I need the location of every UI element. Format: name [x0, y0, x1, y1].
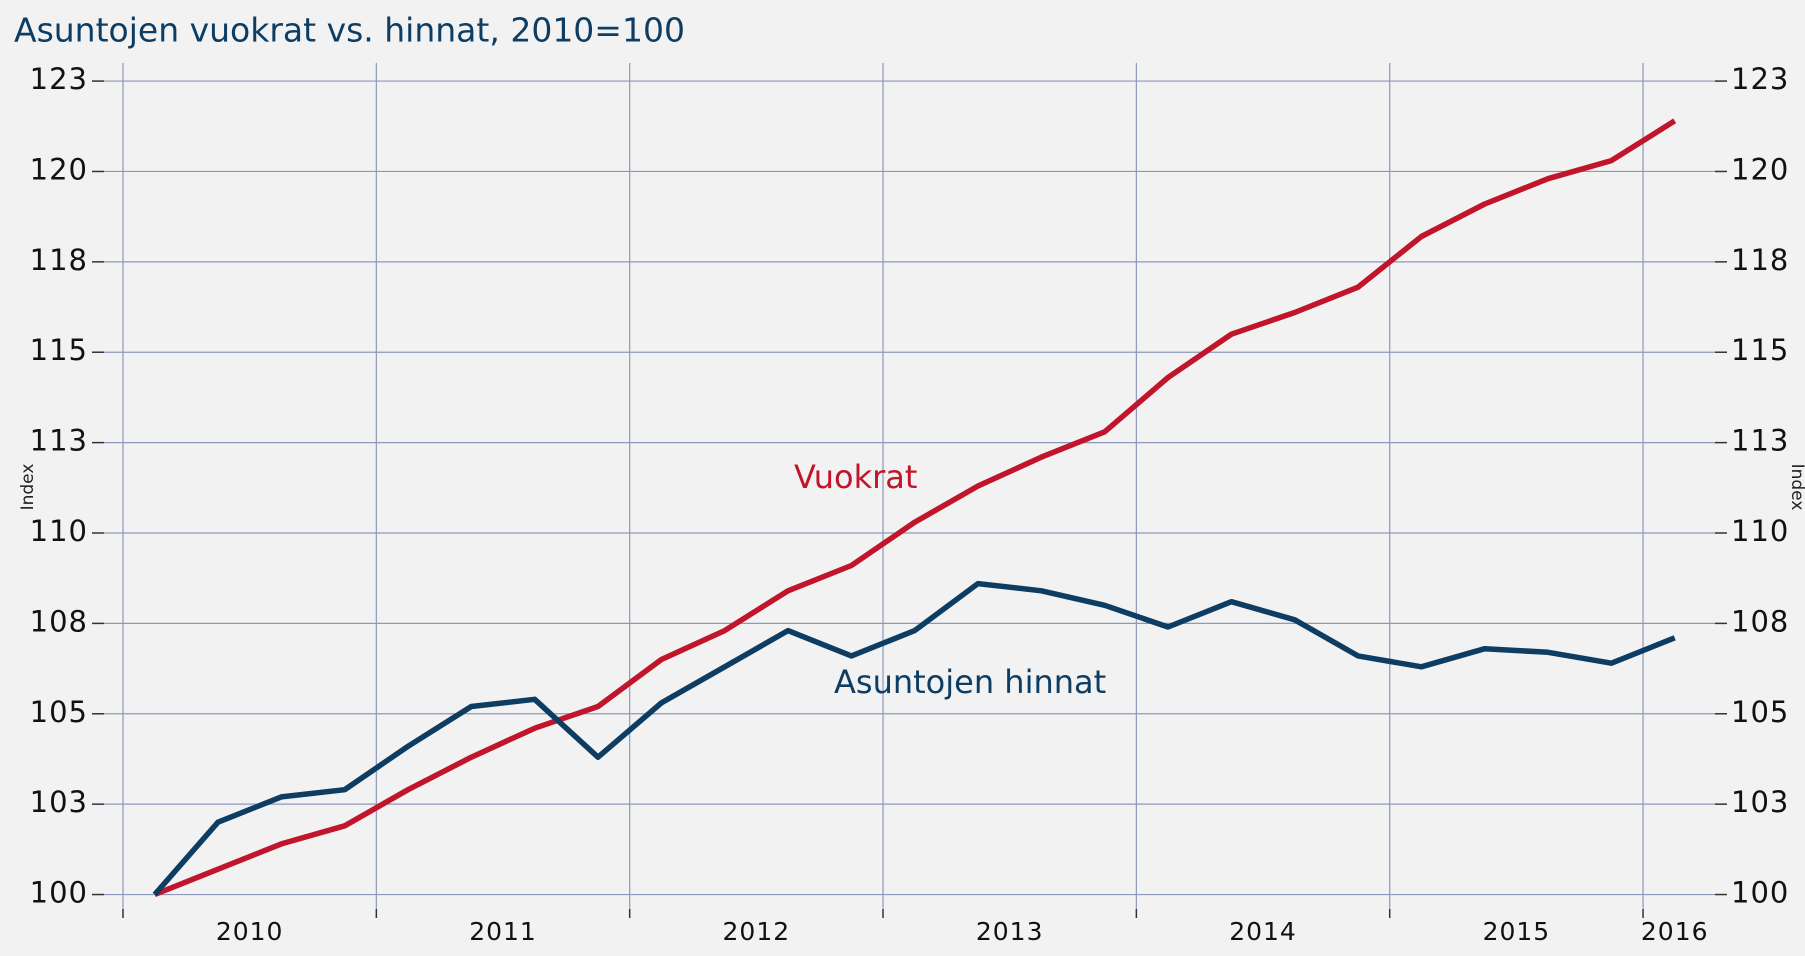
x-tick-label: 2016: [1641, 917, 1709, 946]
y2-tick-label: 123: [1731, 62, 1789, 96]
y-tick-label: 103: [30, 785, 88, 819]
x-tick-label: 2010: [216, 917, 284, 946]
y2-tick-label: 118: [1731, 243, 1789, 277]
y2-tick-label: 103: [1731, 785, 1789, 819]
y-tick-label: 100: [30, 876, 88, 910]
chart-title: Asuntojen vuokrat vs. hinnat, 2010=100: [14, 11, 685, 50]
series-label: Vuokrat: [794, 458, 917, 496]
y-tick-label: 118: [30, 243, 88, 277]
y-tick-label: 105: [30, 695, 88, 729]
y2-tick-label: 110: [1731, 514, 1789, 548]
x-tick-label: 2011: [469, 917, 537, 946]
x-tick-label: 2014: [1229, 917, 1297, 946]
y2-tick-label: 100: [1731, 876, 1789, 910]
series-label: Asuntojen hinnat: [834, 663, 1106, 701]
line-series: [153, 118, 1677, 898]
line-series: [152, 580, 1676, 897]
y-tick-label: 108: [30, 604, 88, 638]
y-tick-label: 115: [30, 333, 88, 367]
y2-tick-label: 105: [1731, 695, 1789, 729]
x-tick-label: 2015: [1483, 917, 1551, 946]
x-tick-label: 2013: [976, 917, 1044, 946]
y2-tick-label: 120: [1731, 152, 1789, 186]
y-tick-label: 113: [30, 424, 88, 458]
y-tick-label: 120: [30, 152, 88, 186]
y-tick-label: 110: [30, 514, 88, 548]
x-tick-label: 2012: [723, 917, 791, 946]
y2-tick-label: 113: [1731, 424, 1789, 458]
y2-tick-label: 108: [1731, 604, 1789, 638]
y-axis-label: Index: [18, 464, 38, 511]
y2-axis-label: Index: [1787, 464, 1805, 511]
y-tick-label: 123: [30, 62, 88, 96]
y2-tick-label: 115: [1731, 333, 1789, 367]
